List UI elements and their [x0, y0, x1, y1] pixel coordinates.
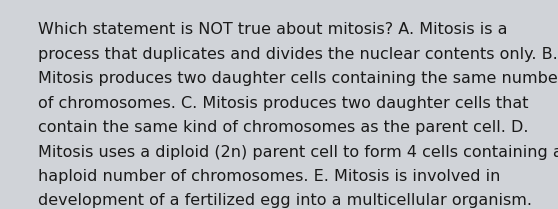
Text: development of a fertilized egg into a multicellular organism.: development of a fertilized egg into a m…	[38, 194, 532, 209]
Text: process that duplicates and divides the nuclear contents only. B.: process that duplicates and divides the …	[38, 46, 558, 61]
Text: contain the same kind of chromosomes as the parent cell. D.: contain the same kind of chromosomes as …	[38, 120, 528, 135]
Text: Mitosis uses a diploid (2n) parent cell to form 4 cells containing a: Mitosis uses a diploid (2n) parent cell …	[38, 144, 558, 159]
Text: of chromosomes. C. Mitosis produces two daughter cells that: of chromosomes. C. Mitosis produces two …	[38, 96, 528, 111]
Text: Mitosis produces two daughter cells containing the same number: Mitosis produces two daughter cells cont…	[38, 71, 558, 86]
Text: Which statement is NOT true about mitosis? A. Mitosis is a: Which statement is NOT true about mitosi…	[38, 22, 507, 37]
Text: haploid number of chromosomes. E. Mitosis is involved in: haploid number of chromosomes. E. Mitosi…	[38, 169, 501, 184]
